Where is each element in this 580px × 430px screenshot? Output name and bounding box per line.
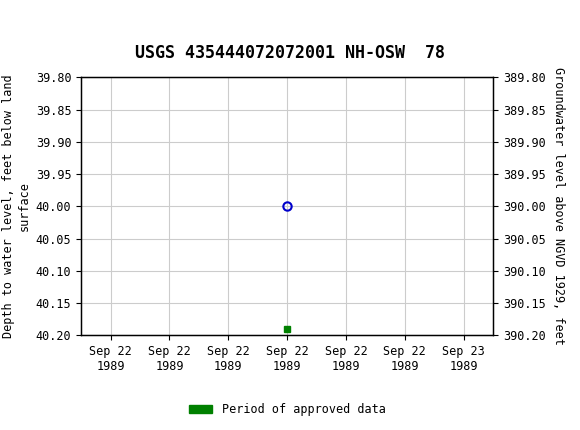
Y-axis label: Groundwater level above NGVD 1929, feet: Groundwater level above NGVD 1929, feet bbox=[552, 68, 566, 345]
Text: USGS 435444072072001 NH-OSW  78: USGS 435444072072001 NH-OSW 78 bbox=[135, 44, 445, 62]
Text: ≡USGS: ≡USGS bbox=[9, 16, 72, 36]
Legend: Period of approved data: Period of approved data bbox=[184, 398, 390, 421]
Y-axis label: Depth to water level, feet below land
surface: Depth to water level, feet below land su… bbox=[2, 74, 30, 338]
